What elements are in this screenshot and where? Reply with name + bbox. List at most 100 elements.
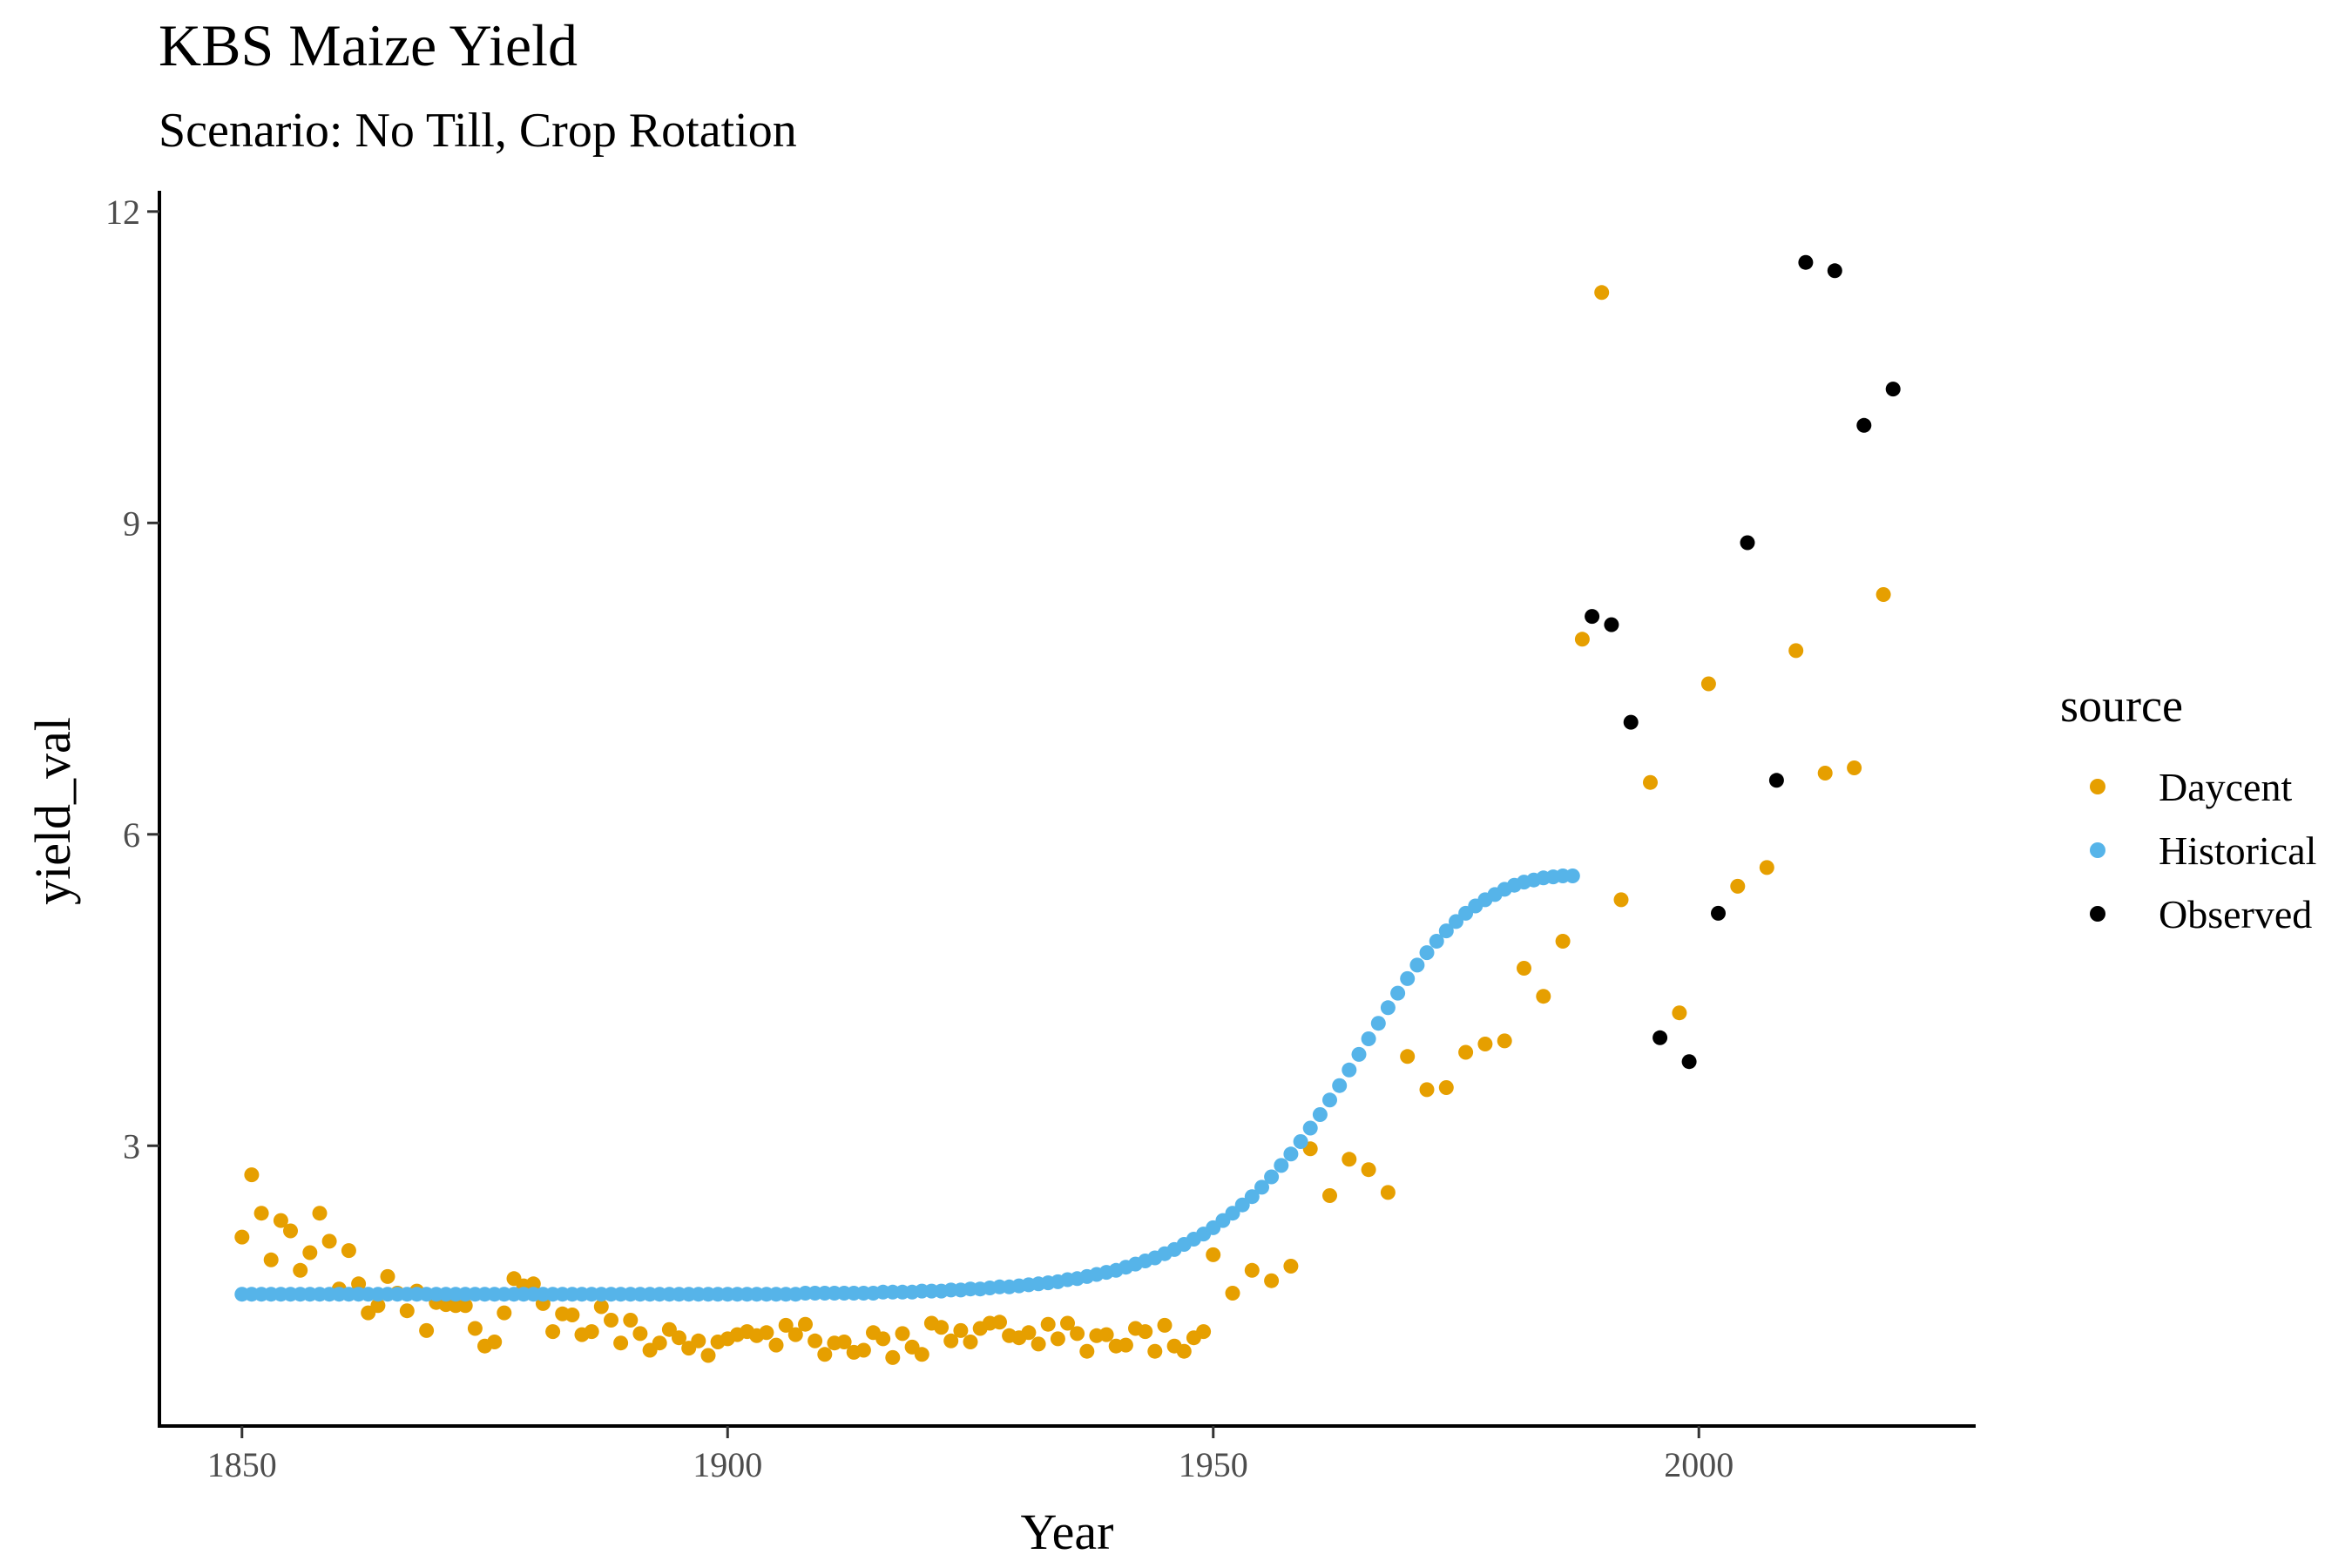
legend: source Daycent Historical Observed	[2060, 679, 2316, 936]
y-tick-label: 6	[123, 815, 140, 855]
daycent-point	[234, 1229, 250, 1245]
historical-point	[1322, 1092, 1337, 1108]
daycent-point	[1342, 1152, 1357, 1167]
daycent-point	[632, 1326, 648, 1342]
daycent-point	[604, 1313, 618, 1328]
daycent-point	[370, 1298, 386, 1314]
daycent-point	[1079, 1343, 1095, 1359]
daycent-point	[1788, 643, 1804, 659]
daycent-point	[467, 1321, 483, 1336]
legend-label-daycent: Daycent	[2159, 765, 2292, 809]
daycent-point	[273, 1213, 288, 1228]
y-axis-ticks: 3 6 9 12	[105, 193, 159, 1166]
daycent-point	[253, 1206, 269, 1221]
daycent-point	[312, 1206, 328, 1221]
chart-subtitle: Scenario: No Till, Crop Rotation	[159, 104, 797, 158]
daycent-point	[1157, 1317, 1173, 1333]
daycent-point	[1176, 1343, 1192, 1359]
legend-title: source	[2060, 679, 2183, 732]
daycent-point	[1050, 1331, 1065, 1347]
daycent-point	[613, 1335, 629, 1351]
observed-point	[1585, 609, 1600, 625]
daycent-point	[1147, 1343, 1163, 1359]
daycent-point	[1419, 1082, 1435, 1098]
observed-point	[1681, 1054, 1697, 1070]
daycent-point	[293, 1262, 308, 1278]
daycent-point	[1322, 1188, 1337, 1203]
daycent-point	[1613, 892, 1629, 908]
daycent-point	[1594, 285, 1610, 301]
daycent-point	[497, 1305, 512, 1321]
historical-point	[1274, 1158, 1289, 1173]
historical-point	[1390, 985, 1406, 1001]
historical-point	[1409, 957, 1425, 973]
daycent-point	[1244, 1262, 1260, 1278]
historical-point	[1370, 1016, 1386, 1031]
historical-point	[1438, 923, 1454, 939]
daycent-point	[1283, 1259, 1299, 1274]
daycent-point	[953, 1322, 969, 1338]
daycent-point	[564, 1308, 580, 1322]
observed-series	[1585, 254, 1901, 1070]
historical-point	[1351, 1046, 1367, 1062]
daycent-point	[283, 1223, 298, 1239]
daycent-point	[1672, 1005, 1687, 1021]
legend-label-historical: Historical	[2159, 828, 2316, 873]
daycent-point	[1817, 766, 1833, 781]
legend-label-observed: Observed	[2159, 892, 2312, 936]
daycent-point	[1536, 989, 1551, 1004]
historical-point	[1234, 1197, 1250, 1213]
daycent-point	[836, 1335, 852, 1349]
daycent-point	[798, 1316, 813, 1332]
daycent-point	[1070, 1326, 1085, 1342]
historical-point	[1264, 1169, 1280, 1185]
daycent-point	[1759, 860, 1774, 875]
daycent-point	[700, 1348, 716, 1363]
x-tick-label: 1950	[1179, 1445, 1248, 1484]
legend-key-daycent	[2090, 779, 2105, 794]
daycent-point	[943, 1333, 959, 1348]
daycent-point	[1031, 1336, 1046, 1352]
daycent-point	[1555, 934, 1571, 949]
daycent-point	[672, 1330, 686, 1346]
daycent-point	[1643, 774, 1658, 790]
daycent-point	[992, 1315, 1007, 1330]
daycent-point	[593, 1299, 609, 1315]
daycent-point	[885, 1349, 901, 1365]
historical-point	[1312, 1107, 1328, 1122]
historical-series	[234, 868, 1580, 1302]
y-tick-label: 9	[123, 504, 140, 543]
chart-title: KBS Maize Yield	[159, 12, 578, 78]
daycent-point	[244, 1167, 260, 1183]
historical-point	[1342, 1062, 1357, 1078]
y-tick-label: 3	[123, 1126, 140, 1166]
daycent-point	[778, 1317, 794, 1333]
daycent-point	[1225, 1286, 1240, 1301]
daycent-point	[1876, 587, 1891, 602]
daycent-point	[1206, 1247, 1221, 1262]
daycent-point	[457, 1298, 473, 1314]
daycent-point	[1196, 1324, 1212, 1340]
daycent-point	[351, 1276, 367, 1292]
daycent-point	[1400, 1049, 1416, 1064]
daycent-point	[263, 1252, 279, 1267]
daycent-point	[545, 1324, 561, 1340]
daycent-point	[1477, 1037, 1493, 1051]
daycent-point	[380, 1268, 395, 1284]
daycent-series	[234, 285, 1891, 1365]
observed-point	[1885, 382, 1901, 397]
observed-point	[1740, 535, 1755, 551]
daycent-point	[302, 1245, 318, 1260]
daycent-point	[934, 1320, 950, 1335]
daycent-point	[1040, 1316, 1056, 1332]
historical-point	[1400, 970, 1416, 986]
daycent-point	[487, 1335, 503, 1349]
daycent-point	[1118, 1337, 1133, 1353]
daycent-point	[1517, 961, 1531, 976]
daycent-point	[1264, 1273, 1280, 1288]
historical-point	[1225, 1206, 1240, 1221]
historical-point	[1302, 1120, 1318, 1136]
daycent-point	[341, 1243, 356, 1259]
daycent-point	[817, 1347, 833, 1362]
daycent-point	[1497, 1033, 1512, 1049]
